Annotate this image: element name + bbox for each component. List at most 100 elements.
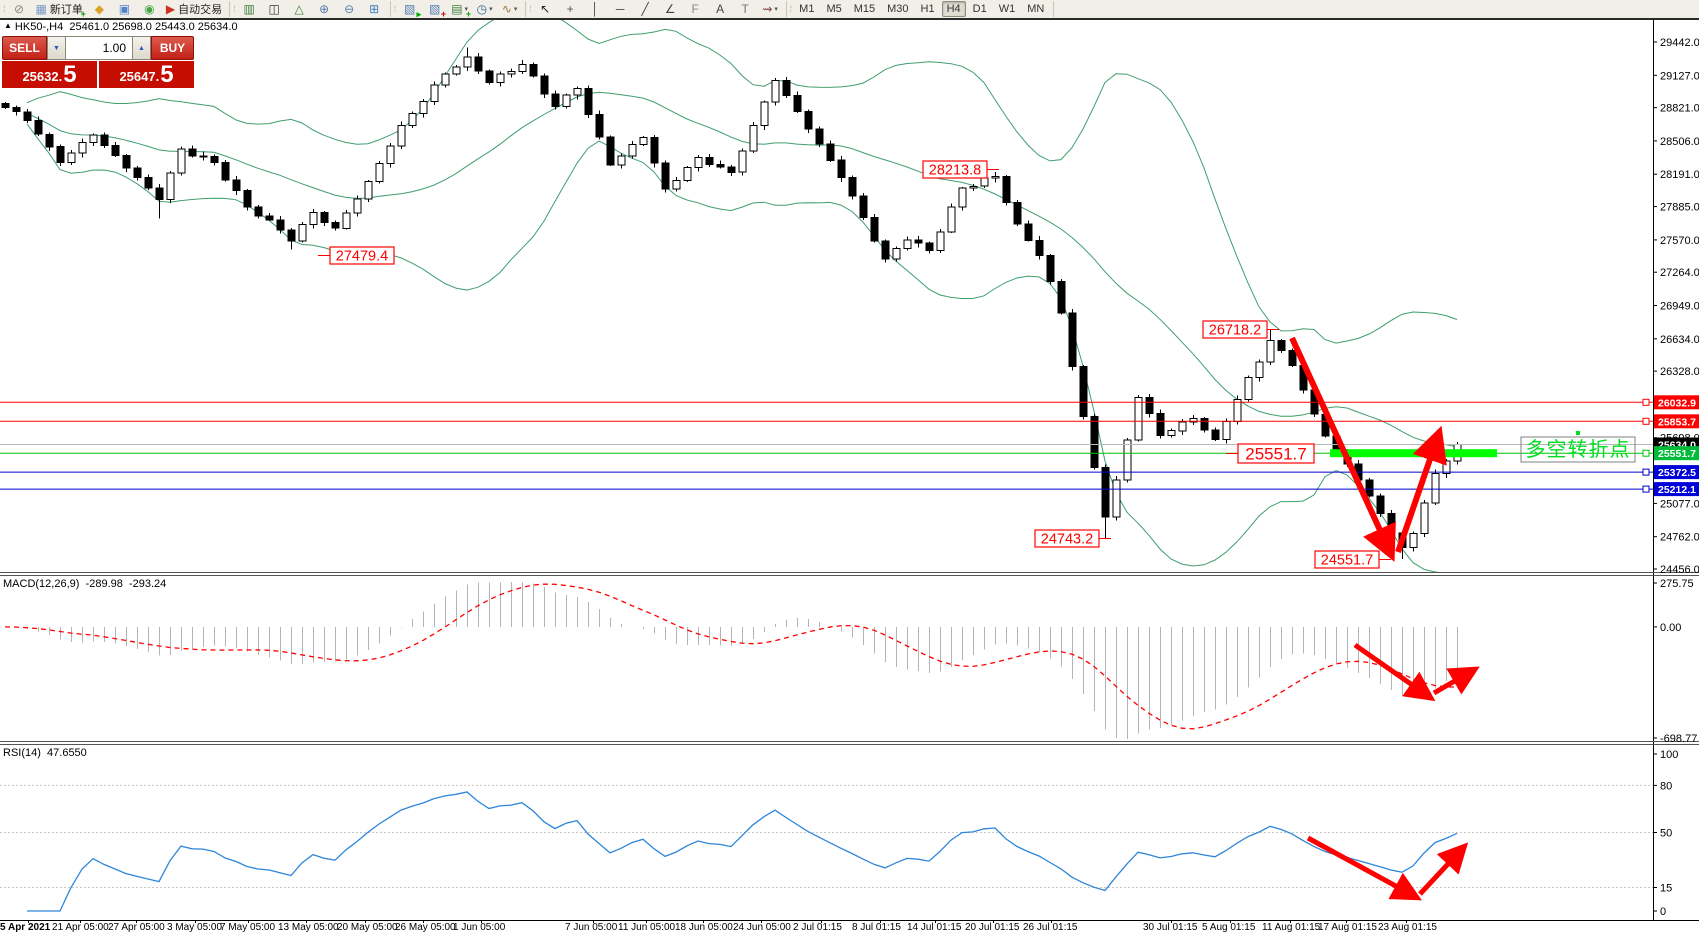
turning-point-trend-bar[interactable] xyxy=(1330,449,1497,458)
candlestick-chart-icon[interactable]: ◫ xyxy=(263,1,286,18)
chart-shift-icon[interactable]: ▧ ▸ xyxy=(398,1,421,18)
arrows-tool[interactable]: ⇝ ▾ xyxy=(759,1,782,18)
dropdown-arrow-icon[interactable]: ▾ xyxy=(513,6,518,13)
zoom-out-icon[interactable]: ⊖ xyxy=(338,1,361,18)
drag-handle[interactable]: ⁞ xyxy=(393,4,396,14)
price-label-24743[interactable]: 24743.2 xyxy=(1034,529,1111,548)
resistance-line-1-handle[interactable] xyxy=(1642,398,1650,406)
price-down-arrow[interactable] xyxy=(1289,336,1396,562)
text-tool[interactable]: A xyxy=(709,1,732,18)
drag-handle[interactable]: ⁞ xyxy=(789,4,792,14)
crosshair-tool[interactable]: + xyxy=(559,1,582,18)
bear-candle xyxy=(1145,396,1154,415)
buy-button[interactable]: BUY xyxy=(151,36,194,60)
price-tick: 28506.0 xyxy=(1660,136,1699,148)
sell-button[interactable]: SELL xyxy=(2,36,47,60)
price-label-24551[interactable]: 24551.7 xyxy=(1314,550,1391,569)
mql-community-icon[interactable]: ▣ xyxy=(113,1,136,18)
tf-mn[interactable]: MN xyxy=(1027,3,1045,15)
macd-tick: -698.77 xyxy=(1660,733,1697,745)
volume-up-button[interactable]: ▲ xyxy=(132,36,151,60)
bear-candle xyxy=(804,110,813,130)
dropdown-arrow-icon[interactable]: ▾ xyxy=(774,6,778,13)
tf-m15[interactable]: M15 xyxy=(853,3,876,15)
signals-icon[interactable]: ◉ xyxy=(138,1,161,18)
drag-handle[interactable]: ⁞ xyxy=(529,4,531,14)
tf-h4[interactable]: H4 xyxy=(941,1,966,17)
panel-frames xyxy=(0,19,1699,923)
drag-handle[interactable]: ⁞ xyxy=(233,4,235,14)
time-label: 23 Aug 01:15 xyxy=(1378,922,1437,933)
tf-w1[interactable]: W1 xyxy=(998,3,1016,15)
price-up-arrow[interactable] xyxy=(1395,425,1447,553)
vertical-line-tool[interactable]: │ xyxy=(584,1,607,18)
chart-autoscroll-icon[interactable]: ▧ + xyxy=(423,1,446,18)
price-tick: 26949.0 xyxy=(1660,301,1699,313)
price-label-27479[interactable]: 27479.4 xyxy=(318,246,395,265)
turning-point-label[interactable]: 多空转折点 xyxy=(1520,431,1636,463)
macd-down-arrow[interactable] xyxy=(1353,642,1436,702)
macd-up-arrow[interactable] xyxy=(1432,666,1480,696)
bear-candle xyxy=(925,242,934,252)
turning-point-line-handle[interactable] xyxy=(1642,449,1650,457)
price-label-26718[interactable]: 26718.2 xyxy=(1202,320,1279,339)
tf-m5[interactable]: M5 xyxy=(826,3,842,15)
bull-candle xyxy=(694,156,703,169)
time-label: 20 Jul 01:15 xyxy=(965,922,1020,933)
bull-candle xyxy=(386,145,395,164)
macd-signal-value: -293.24 xyxy=(128,578,167,590)
line-chart-icon[interactable]: △ xyxy=(288,1,311,18)
rsi-up-arrow[interactable] xyxy=(1418,842,1469,896)
tf-m30[interactable]: M30 xyxy=(887,3,909,15)
drag-handle[interactable]: ⁞ xyxy=(3,4,5,14)
bull-candle xyxy=(1409,533,1418,548)
collapse-triangle-icon[interactable]: ▲ xyxy=(4,21,12,30)
autotrading-button[interactable]: ▶ 自动交易 xyxy=(163,1,225,18)
bear-candle xyxy=(540,75,549,95)
rsi-down-arrow[interactable] xyxy=(1306,835,1422,901)
support-line-2-handle[interactable] xyxy=(1642,485,1650,493)
tile-windows-icon[interactable]: ⊞ xyxy=(363,1,386,18)
chart-window-icon[interactable]: ⊘ xyxy=(8,1,31,18)
sell-price-box[interactable]: 25632. 5 xyxy=(2,61,97,88)
add-indicator-icon[interactable]: ▤ + ▾ xyxy=(448,1,471,18)
tf-h1[interactable]: H1 xyxy=(920,3,935,15)
buy-price-box[interactable]: 25647. 5 xyxy=(99,61,194,88)
horizontal-line-tool[interactable]: ─ xyxy=(609,1,632,18)
price-label-25551[interactable]: 25551.7 xyxy=(1226,443,1315,464)
resistance-line-2-handle[interactable] xyxy=(1642,417,1650,425)
volume-input[interactable] xyxy=(66,36,132,60)
bar-chart-icon[interactable]: ▥ xyxy=(238,1,261,18)
support-line-1-handle[interactable] xyxy=(1642,468,1650,476)
period-menu-icon[interactable]: ◷ ▾ xyxy=(473,1,496,18)
tf-m1[interactable]: M1 xyxy=(799,3,815,15)
price-label-28213[interactable]: 28213.8 xyxy=(922,160,999,179)
price-axis[interactable]: 29442.0 29127.0 28821.0 28506.0 28191.0 27885… xyxy=(1653,37,1699,918)
svg-text:25551.7: 25551.7 xyxy=(1245,445,1306,464)
bull-candle xyxy=(1112,479,1121,518)
dropdown-arrow-icon[interactable]: ▾ xyxy=(464,6,469,13)
bull-candle xyxy=(672,180,681,190)
cursor-tool[interactable]: ↖ xyxy=(534,1,557,18)
volume-down-button[interactable]: ▼ xyxy=(47,36,66,60)
bear-candle xyxy=(485,70,494,83)
bull-candle xyxy=(397,125,406,147)
dropdown-arrow-icon[interactable]: ▾ xyxy=(489,6,493,13)
fibonacci-tool[interactable]: F xyxy=(684,1,707,18)
tf-d1[interactable]: D1 xyxy=(972,3,987,15)
gold-icon[interactable]: ◆ xyxy=(88,1,111,18)
channel-tool[interactable]: ∠ xyxy=(659,1,682,18)
trendline-tool[interactable]: ╱ xyxy=(634,1,657,18)
bear-candle xyxy=(144,177,153,189)
label-tool[interactable]: T xyxy=(734,1,757,18)
new-order-button[interactable]: ▦ + 新订单 xyxy=(33,1,86,18)
bear-candle xyxy=(1387,513,1396,534)
zoom-in-icon[interactable]: ⊕ xyxy=(313,1,336,18)
rsi-line xyxy=(27,791,1458,912)
bear-candle xyxy=(650,136,659,164)
bear-candle xyxy=(331,222,340,229)
support-line-1-badge xyxy=(1654,465,1699,480)
bear-candle xyxy=(287,229,296,242)
template-icon[interactable]: ∿ ▾ xyxy=(498,1,521,18)
price-tick: 24456.0 xyxy=(1660,564,1699,576)
